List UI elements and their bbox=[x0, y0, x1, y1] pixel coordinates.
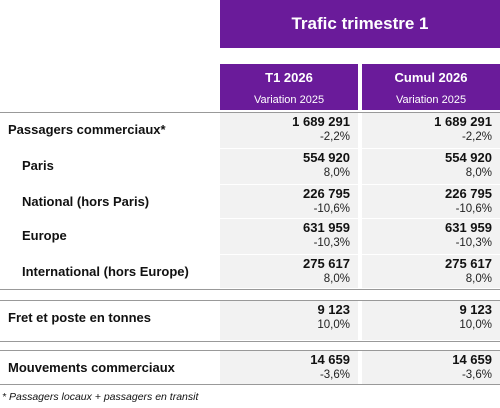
variation: -10,3% bbox=[313, 237, 350, 249]
variation: -10,3% bbox=[455, 237, 492, 249]
row-label: National (hors Paris) bbox=[22, 194, 150, 209]
row-label: Mouvements commerciaux bbox=[8, 360, 175, 375]
divider bbox=[0, 300, 500, 301]
row-label: Paris bbox=[22, 158, 54, 173]
value-cell: 9 123 10,0% bbox=[362, 301, 500, 340]
row-label: Passagers commerciaux* bbox=[8, 122, 166, 137]
value-cell: 631 959 -10,3% bbox=[362, 219, 500, 254]
value: 14 659 bbox=[310, 352, 350, 367]
value: 275 617 bbox=[445, 256, 492, 271]
column-title: Cumul 2026 bbox=[394, 70, 468, 85]
variation: 10,0% bbox=[317, 319, 350, 331]
value-cell: 275 617 8,0% bbox=[362, 255, 500, 288]
value: 1 689 291 bbox=[434, 114, 492, 129]
row-label: International (hors Europe) bbox=[22, 264, 189, 279]
value-cell: 554 920 8,0% bbox=[362, 149, 500, 184]
variation: -2,2% bbox=[461, 131, 492, 143]
column-header: T1 2026 Variation 2025 bbox=[220, 64, 358, 110]
variation: 8,0% bbox=[465, 167, 492, 179]
value: 226 795 bbox=[445, 186, 492, 201]
variation: -3,6% bbox=[319, 369, 350, 381]
variation: -10,6% bbox=[455, 203, 492, 215]
column-subtitle: Variation 2025 bbox=[253, 94, 325, 106]
row-label: Fret et poste en tonnes bbox=[8, 310, 152, 325]
value: 226 795 bbox=[303, 186, 350, 201]
column-title: T1 2026 bbox=[265, 70, 313, 85]
variation: -10,6% bbox=[313, 203, 350, 215]
value: 554 920 bbox=[445, 150, 492, 165]
value-cell: 226 795 -10,6% bbox=[362, 185, 500, 218]
value: 1 689 291 bbox=[292, 114, 350, 129]
divider bbox=[0, 350, 500, 351]
divider bbox=[0, 289, 500, 290]
row-label: Europe bbox=[22, 228, 67, 243]
value-cell: 554 920 8,0% bbox=[220, 149, 358, 184]
value: 275 617 bbox=[303, 256, 350, 271]
variation: -3,6% bbox=[461, 369, 492, 381]
variation: 8,0% bbox=[465, 273, 492, 285]
table-title: Trafic trimestre 1 bbox=[220, 0, 500, 48]
variation: -2,2% bbox=[319, 131, 350, 143]
variation: 8,0% bbox=[323, 167, 350, 179]
value-cell: 275 617 8,0% bbox=[220, 255, 358, 288]
value-cell: 9 123 10,0% bbox=[220, 301, 358, 340]
value: 14 659 bbox=[452, 352, 492, 367]
value: 631 959 bbox=[445, 220, 492, 235]
value-cell: 1 689 291 -2,2% bbox=[362, 113, 500, 148]
variation: 8,0% bbox=[323, 273, 350, 285]
value: 9 123 bbox=[317, 302, 350, 317]
value-cell: 631 959 -10,3% bbox=[220, 219, 358, 254]
divider bbox=[0, 341, 500, 342]
divider bbox=[0, 112, 500, 113]
footnote: * Passagers locaux + passagers en transi… bbox=[2, 391, 199, 403]
value: 631 959 bbox=[303, 220, 350, 235]
divider bbox=[0, 384, 500, 385]
column-subtitle: Variation 2025 bbox=[395, 94, 467, 106]
column-header: Cumul 2026 Variation 2025 bbox=[362, 64, 500, 110]
value-cell: 14 659 -3,6% bbox=[362, 351, 500, 384]
value: 9 123 bbox=[459, 302, 492, 317]
value: 554 920 bbox=[303, 150, 350, 165]
value-cell: 14 659 -3,6% bbox=[220, 351, 358, 384]
variation: 10,0% bbox=[459, 319, 492, 331]
value-cell: 1 689 291 -2,2% bbox=[220, 113, 358, 148]
value-cell: 226 795 -10,6% bbox=[220, 185, 358, 218]
